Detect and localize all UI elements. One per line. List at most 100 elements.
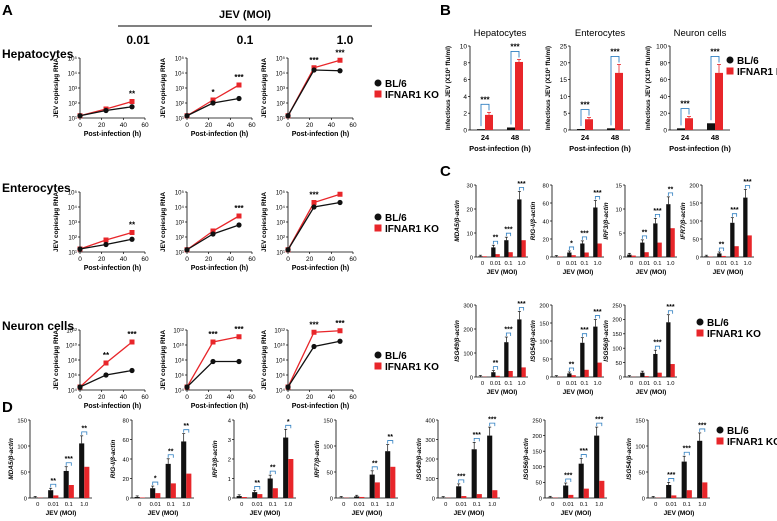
y-tick-label: 10³ (175, 87, 184, 93)
significance-bracket (580, 454, 587, 458)
bar-ko (571, 255, 576, 257)
bar-bl6 (677, 128, 685, 130)
y-tick-label: 10¹ (175, 251, 184, 257)
bar-bl6 (354, 496, 360, 498)
data-point-ko (210, 97, 216, 103)
data-point-ko (129, 230, 135, 235)
significance-mark: *** (743, 179, 751, 186)
bar-bl6 (650, 497, 656, 498)
x-tick-label: 60 (349, 256, 357, 263)
x-tick-label: 0.1 (504, 261, 512, 267)
bar-ko (53, 495, 59, 498)
legend-marker-bl6 (696, 318, 704, 326)
bar-ko (508, 252, 513, 257)
y-tick-label: 0 (228, 496, 231, 502)
y-tick-label: 10¹ (276, 251, 285, 257)
y-tick-label: 10 (560, 94, 568, 101)
y-axis-label: IRF3/β-actin (603, 202, 610, 239)
bar-bl6 (580, 342, 585, 377)
x-tick-label: 0 (551, 502, 554, 508)
data-point-bl6 (184, 384, 190, 390)
x-tick-label: 0 (342, 502, 345, 508)
y-tick-label: 150 (635, 418, 645, 424)
legend-marker-ko (374, 224, 382, 232)
bar-bl6 (743, 197, 748, 257)
data-point-ko (103, 237, 109, 243)
y-tick-label: 4 (463, 94, 467, 101)
x-axis-label: JEV (MOI) (46, 510, 77, 517)
data-point-bl6 (236, 358, 242, 365)
significance-mark: * (211, 88, 215, 97)
y-tick-label: 80 (123, 418, 129, 424)
y-tick-label: 10¹⁰ (173, 343, 185, 350)
significance-mark: *** (610, 47, 620, 56)
x-tick-label: 0.01 (456, 502, 467, 508)
moi-level-10: 1.0 (337, 33, 354, 47)
x-tick-label: 1.0 (698, 502, 706, 508)
significance-bracket (518, 187, 525, 191)
bar-bl6 (236, 496, 242, 498)
bar-bl6 (252, 492, 258, 498)
bar-bl6 (471, 449, 477, 498)
y-tick-label: 10² (276, 236, 285, 242)
x-tick-label: 0 (36, 502, 39, 508)
y-tick-label: 3 (228, 438, 231, 444)
legend-label-bl6: BL/6 (727, 426, 749, 437)
significance-bracket (731, 213, 738, 217)
significance-mark: *** (683, 446, 691, 453)
data-point-ko (236, 213, 242, 219)
bar-bl6 (707, 123, 715, 130)
y-tick-label: 10¹⁰ (66, 343, 78, 350)
x-axis-label: Post-infection (h) (84, 265, 142, 272)
x-tick-label: 40 (328, 394, 336, 401)
significance-mark: ** (270, 465, 276, 472)
y-tick-label: 10³ (175, 221, 184, 227)
bar-bl6 (507, 127, 515, 130)
x-tick-label: 24 (481, 133, 490, 142)
bar-ko (670, 364, 675, 377)
x-tick-label: 60 (349, 122, 357, 129)
bar-ko (702, 482, 708, 498)
y-tick-label: 50 (639, 470, 645, 476)
legend-label-bl6: BL/6 (385, 79, 407, 90)
x-tick-label: 48 (611, 133, 619, 142)
bar-ko (685, 118, 693, 130)
bar-bl6 (456, 486, 462, 498)
significance-mark: ** (668, 186, 674, 193)
significance-mark: *** (335, 319, 345, 328)
significance-bracket (510, 50, 520, 125)
significance-bracket (718, 247, 725, 251)
bar-ko (495, 254, 500, 257)
significance-mark: ** (493, 235, 499, 242)
bar-bl6 (338, 497, 344, 498)
x-tick-label: 0 (630, 261, 633, 267)
bar-ko (359, 496, 365, 498)
y-tick-label: 50 (327, 470, 333, 476)
y-tick-label: 2 (463, 111, 467, 118)
x-axis-label: JEV (MOI) (454, 510, 485, 517)
y-tick-label: 100 (323, 444, 333, 450)
x-tick-label: 0.01 (354, 502, 365, 508)
y-tick-label: 10¹² (173, 329, 184, 335)
y-tick-label: 0 (539, 496, 542, 502)
significance-mark: *** (234, 325, 244, 334)
bar-ko (599, 480, 605, 498)
y-tick-label: 10⁵ (68, 56, 78, 63)
bar-bl6 (48, 490, 54, 498)
y-tick-label: 10⁵ (68, 190, 78, 197)
y-tick-label: 10⁸ (68, 358, 78, 365)
data-point-bl6 (184, 113, 190, 119)
legend-label-bl6: BL/6 (707, 318, 729, 329)
x-tick-label: 0 (138, 502, 141, 508)
y-axis-label: JEV copies/µg RNA (53, 192, 60, 252)
significance-bracket (458, 479, 465, 483)
data-point-bl6 (129, 367, 135, 374)
x-axis-label: Post-infection (h) (191, 403, 249, 410)
significance-bracket (285, 424, 292, 429)
x-tick-label: 0.01 (566, 381, 577, 387)
significance-mark: *** (653, 208, 661, 215)
x-tick-label: 60 (248, 122, 256, 129)
x-tick-label: 20 (205, 122, 213, 129)
